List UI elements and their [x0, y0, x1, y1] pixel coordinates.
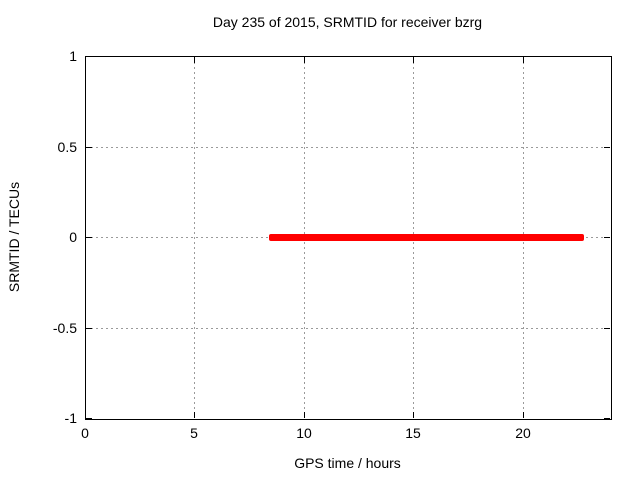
y-tick-label: 1 [69, 48, 77, 64]
y-tick-mark [86, 237, 92, 238]
y-tick-label: -1 [64, 410, 77, 426]
x-tick-mark-mirror [523, 57, 524, 63]
gridline-horizontal [86, 147, 609, 148]
x-tick-mark [194, 412, 195, 418]
y-tick-mark [86, 147, 92, 148]
x-tick-mark-mirror [85, 57, 86, 63]
x-tick-mark-mirror [304, 57, 305, 63]
x-tick-mark-mirror [194, 57, 195, 63]
x-tick-mark [85, 412, 86, 418]
x-tick-label: 15 [405, 425, 421, 441]
x-tick-label: 20 [515, 425, 531, 441]
y-tick-mark-mirror [604, 328, 610, 329]
chart-title: Day 235 of 2015, SRMTID for receiver bzr… [212, 14, 483, 30]
gridline-horizontal [86, 328, 609, 329]
x-tick-label: 10 [296, 425, 312, 441]
y-tick-label: 0 [69, 229, 77, 245]
x-tick-mark [413, 412, 414, 418]
x-tick-label: 0 [81, 425, 89, 441]
y-tick-mark-mirror [604, 56, 610, 57]
y-tick-mark-mirror [604, 147, 610, 148]
y-tick-mark [86, 328, 92, 329]
y-tick-mark-mirror [604, 418, 610, 419]
x-axis-label: GPS time / hours [294, 455, 401, 471]
y-axis-label: SRMTID / TECUs [6, 181, 22, 293]
y-tick-label: 0.5 [57, 139, 77, 155]
x-tick-mark-mirror [413, 57, 414, 63]
series-line-srmtid [269, 234, 584, 241]
x-tick-mark [523, 412, 524, 418]
y-tick-label: -0.5 [52, 320, 77, 336]
x-tick-mark [304, 412, 305, 418]
y-tick-mark [86, 56, 92, 57]
y-tick-mark [86, 418, 92, 419]
y-tick-mark-mirror [604, 237, 610, 238]
x-tick-label: 5 [190, 425, 198, 441]
